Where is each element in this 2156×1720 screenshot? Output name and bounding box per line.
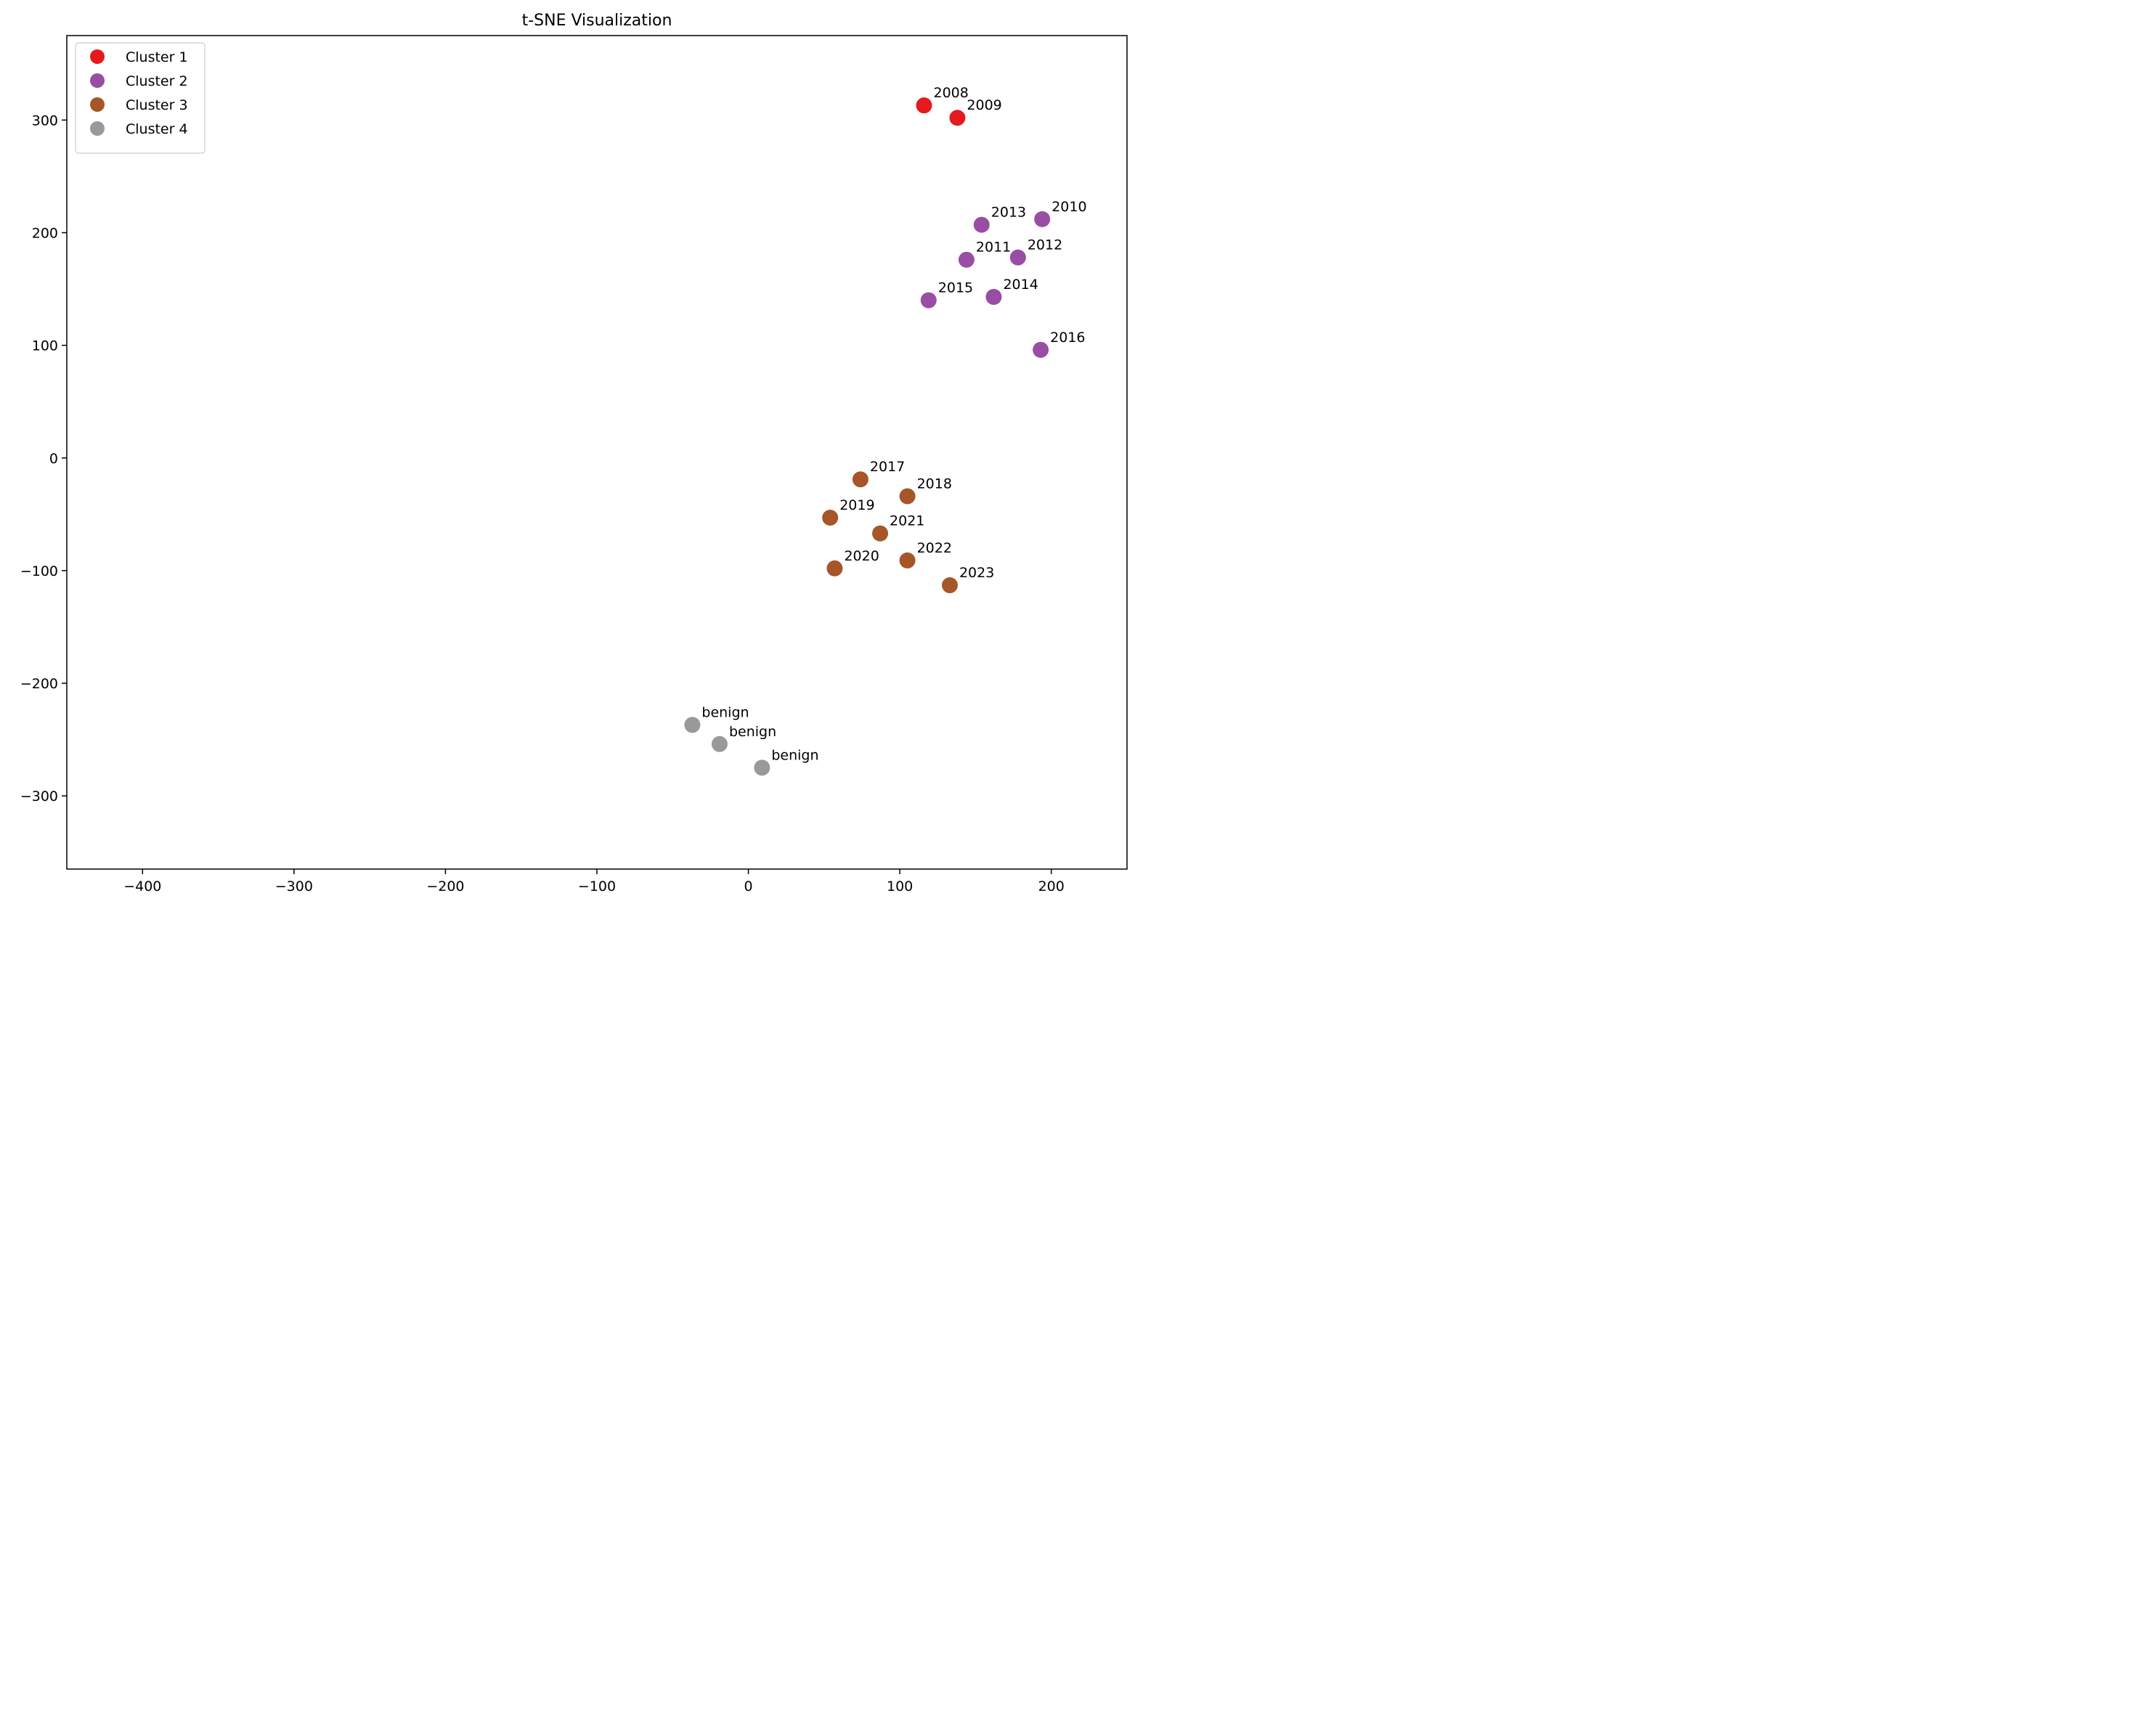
point-label: 2023 <box>959 565 994 581</box>
legend-marker <box>90 97 105 112</box>
axis-ticks: −400 −300 −200 −100 0 100 200 −300 −200 −100 0 100 2… <box>20 113 1065 894</box>
data-point <box>958 251 975 268</box>
point-label: 2015 <box>938 280 973 296</box>
data-point <box>941 577 958 594</box>
y-tick-label: −300 <box>20 788 58 804</box>
point-label: 2011 <box>976 240 1011 256</box>
legend: Cluster 1 Cluster 2 Cluster 3 Cluster 4 <box>75 42 206 154</box>
point-label: 2020 <box>844 548 879 564</box>
data-point <box>1034 211 1051 227</box>
x-tick-label: 200 <box>1038 879 1065 894</box>
data-point <box>985 288 1002 305</box>
y-tick-label: −200 <box>20 676 58 692</box>
data-point <box>1033 341 1049 358</box>
data-point <box>826 560 843 576</box>
data-point <box>684 717 701 733</box>
x-tick-label: −300 <box>275 879 313 894</box>
data-point <box>1009 249 1026 266</box>
y-tick-label: 0 <box>49 451 58 467</box>
data-point <box>754 759 770 776</box>
y-tick-label: 200 <box>32 225 58 241</box>
legend-marker <box>90 73 105 88</box>
legend-label: Cluster 1 <box>126 49 188 65</box>
data-point <box>920 292 937 309</box>
y-tick-label: −100 <box>20 563 58 579</box>
point-label: benign <box>771 747 818 763</box>
point-label: 2019 <box>839 497 874 513</box>
data-point <box>872 525 889 542</box>
point-label: 2022 <box>917 540 952 556</box>
data-point <box>711 735 728 752</box>
legend-box <box>75 42 206 154</box>
point-label: 2013 <box>991 205 1026 221</box>
point-label: 2021 <box>890 513 924 529</box>
legend-label: Cluster 2 <box>126 73 188 89</box>
point-label: 2008 <box>934 85 969 101</box>
point-label: 2010 <box>1051 199 1086 215</box>
legend-label: Cluster 4 <box>126 121 188 137</box>
legend-label: Cluster 3 <box>126 97 188 113</box>
data-point <box>973 216 990 233</box>
data-point <box>852 471 868 488</box>
y-tick-label: 300 <box>32 113 58 129</box>
chart-title: t-SNE Visualization <box>522 12 672 30</box>
data-point <box>822 509 839 526</box>
x-tick-label: −400 <box>123 879 161 894</box>
point-label: 2009 <box>967 97 1001 113</box>
data-point <box>899 552 916 568</box>
y-tick-label: 100 <box>32 338 58 354</box>
point-label: 2017 <box>870 459 905 475</box>
point-label: benign <box>701 704 749 720</box>
x-tick-label: −100 <box>578 879 616 894</box>
point-label: 2014 <box>1003 277 1038 293</box>
x-tick-label: 100 <box>887 879 913 894</box>
point-label: 2016 <box>1050 330 1085 346</box>
point-label: 2018 <box>917 476 952 492</box>
legend-marker <box>90 49 105 64</box>
data-point <box>899 488 916 505</box>
point-label: 2012 <box>1028 237 1062 253</box>
x-tick-label: −200 <box>426 879 464 894</box>
point-label: benign <box>729 724 776 740</box>
legend-marker <box>90 121 105 136</box>
x-tick-label: 0 <box>744 879 753 894</box>
data-point <box>949 110 966 126</box>
data-point <box>916 97 932 114</box>
points-layer <box>684 97 1051 776</box>
